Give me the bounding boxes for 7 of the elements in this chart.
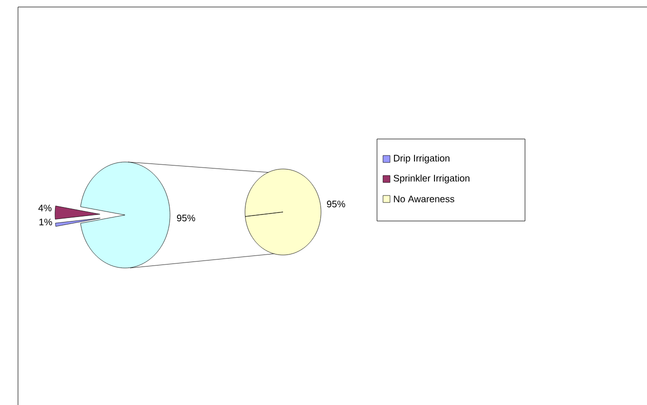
data-label: 4% bbox=[38, 204, 52, 212]
legend-label: Drip Irrigation bbox=[394, 154, 450, 164]
data-label: 95% bbox=[176, 214, 196, 222]
data-label: 1% bbox=[39, 218, 52, 226]
data-label: 95% bbox=[326, 200, 346, 208]
legend-label: No Awareness bbox=[394, 196, 454, 202]
legend-label: Sprinkler Irrigation bbox=[394, 174, 470, 184]
